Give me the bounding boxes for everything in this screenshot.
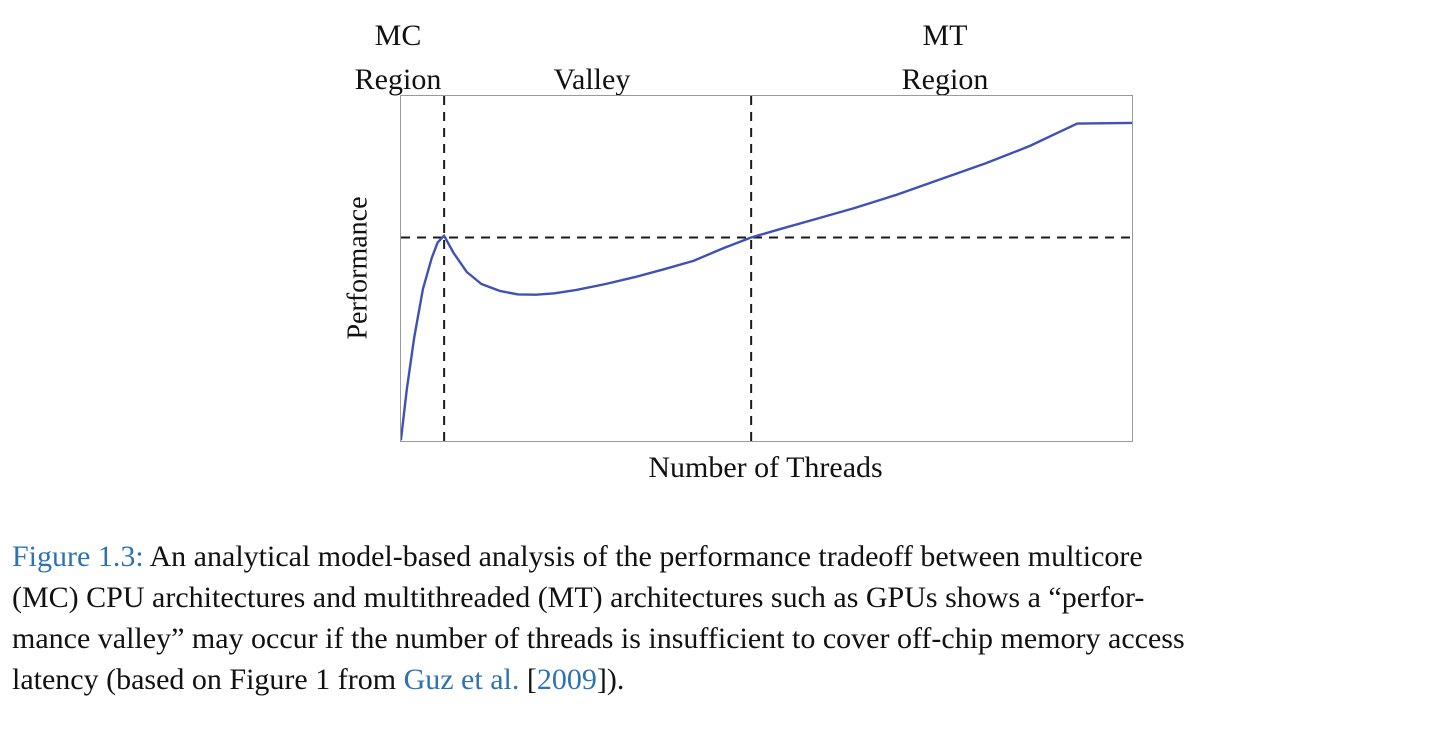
performance-curve (401, 121, 1132, 441)
caption-text-line1: An analytical model-based analysis of th… (143, 540, 1143, 573)
citation-link-author[interactable]: Guz et al. (403, 663, 520, 696)
valley-region-label: Valley (553, 63, 631, 96)
mc-region-label: MC Region (298, 14, 498, 102)
mc-region-label-line2: Region (354, 63, 442, 96)
y-axis-label: Performance (343, 195, 375, 340)
caption-text-line4: latency (based on Figure 1 from (12, 663, 404, 696)
mc-region-label-line1: MC (374, 19, 422, 52)
mt-region-label: MT Region (845, 14, 1045, 102)
x-axis-label: Number of Threads (648, 451, 883, 484)
performance-chart-svg (401, 96, 1132, 441)
caption-text-line3: mance valley” may occur if the number of… (12, 622, 1185, 655)
caption-text-line2: (MC) CPU architectures and multithreaded… (12, 581, 1145, 614)
mt-region-label-line2: Region (901, 63, 989, 96)
figure-number-label: Figure 1.3: (12, 540, 144, 573)
figure-caption: Figure 1.3: An analytical model-based an… (12, 540, 1185, 696)
plot-area (400, 95, 1133, 442)
citation-link-year[interactable]: 2009 (536, 663, 597, 696)
mt-region-label-line1: MT (922, 19, 968, 52)
